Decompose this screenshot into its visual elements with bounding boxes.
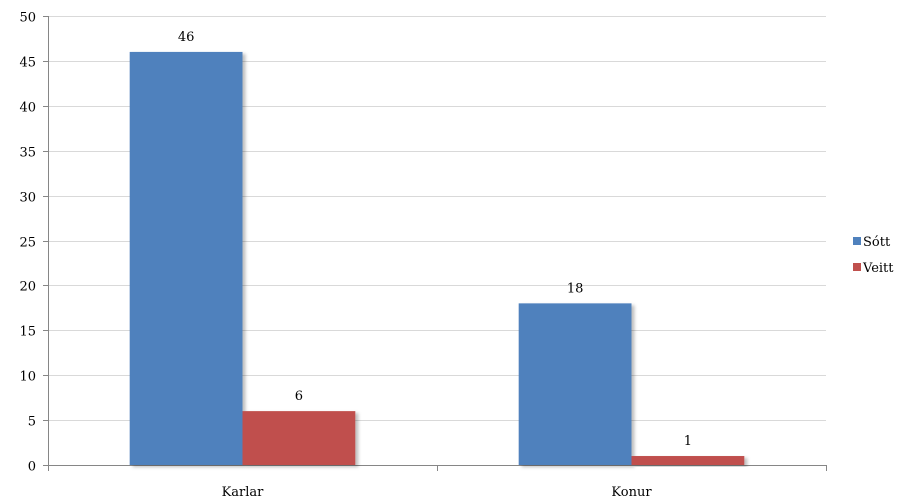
y-tick-label: 45 [19,56,36,71]
y-tick-label: 30 [19,191,36,206]
data-label: 6 [295,389,303,404]
y-tick-label: 35 [19,146,36,161]
y-tick-label: 15 [19,325,36,340]
bar-sótt-konur [518,303,632,465]
data-label: 1 [684,434,692,449]
y-tick-label: 40 [19,101,36,116]
y-tick-label: 20 [19,280,36,295]
y-tick-label: 5 [28,415,36,430]
axes: 0 5 10 15 20 25 30 35 40 45 50 [19,11,827,475]
legend-swatch-veitt [853,263,861,271]
y-tick-label: 25 [19,236,36,251]
x-category-label: Konur [611,485,652,500]
y-tick-label: 50 [19,11,36,26]
legend-label: Veitt [862,261,894,276]
legend: Sótt Veitt [853,235,894,276]
bar-veitt-karlar [242,411,356,465]
legend-swatch-sótt [853,237,861,245]
y-tick-label: 0 [28,460,36,475]
y-tick-label: 10 [19,370,36,385]
bar-veitt-konur [631,456,745,465]
labels: 46 6 Karlar 18 1 Konur [178,30,692,500]
data-label: 46 [178,30,195,45]
data-label: 18 [567,281,584,296]
bars [129,51,745,466]
bar-sótt-karlar [129,51,243,466]
x-category-label: Karlar [222,485,265,500]
legend-label: Sótt [863,235,891,250]
